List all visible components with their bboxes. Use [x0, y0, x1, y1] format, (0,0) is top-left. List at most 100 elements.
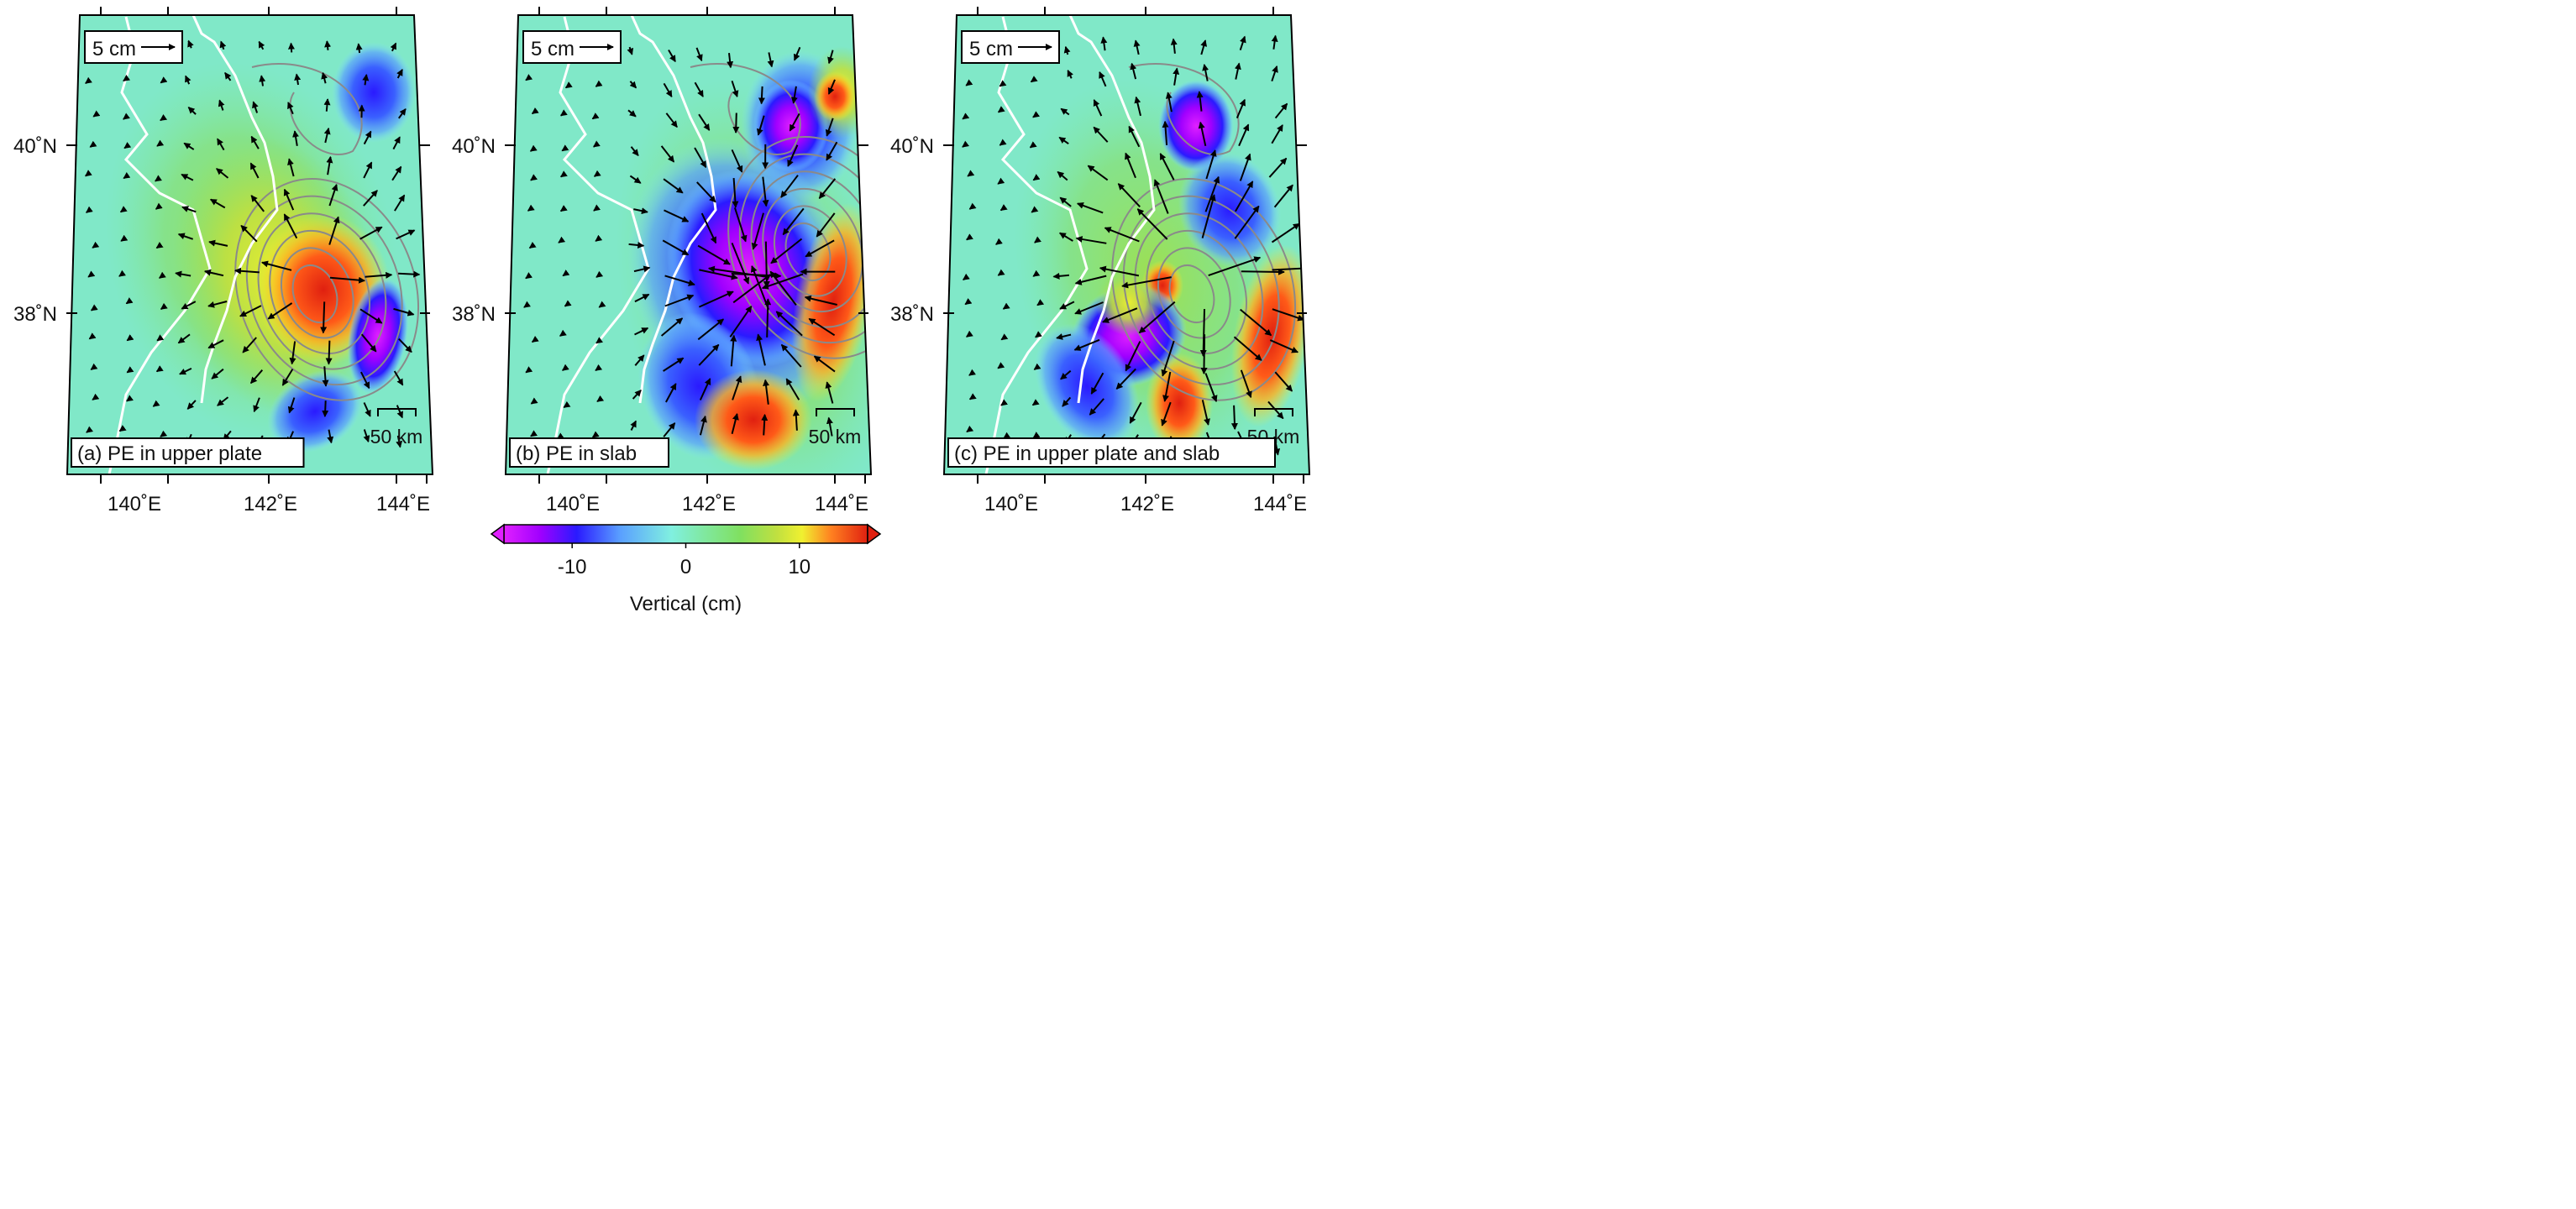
displacement-vector	[697, 244, 731, 265]
displacement-vector	[267, 302, 293, 320]
displacement-vector	[1087, 165, 1109, 181]
vertical-field-patch	[1146, 353, 1213, 453]
displacement-vector	[123, 142, 132, 149]
displacement-vector	[1272, 308, 1305, 322]
displacement-vector	[320, 301, 328, 334]
displacement-vector	[632, 390, 642, 400]
lon-label-144E: 144˚E	[376, 493, 430, 516]
displacement-vector	[391, 165, 402, 181]
displacement-vector	[827, 79, 836, 95]
contour-line	[234, 178, 420, 401]
displacement-vector	[1208, 256, 1262, 277]
displacement-vector	[663, 82, 673, 97]
displacement-vector	[629, 175, 642, 184]
contour-line	[1122, 195, 1280, 386]
displacement-vector	[808, 317, 836, 337]
displacement-vector	[1030, 76, 1038, 83]
displacement-vector	[250, 135, 260, 149]
displacement-vector	[321, 71, 328, 84]
displacement-vector	[634, 293, 650, 303]
displacement-vector	[561, 144, 569, 152]
vertical-field-patch	[695, 369, 812, 470]
displacement-vector	[962, 140, 970, 148]
displacement-vector	[1002, 302, 1010, 310]
displacement-vector	[731, 243, 750, 285]
displacement-vector	[329, 276, 365, 284]
displacement-vector	[630, 420, 637, 431]
displacement-vector	[119, 206, 128, 213]
displacement-vector	[634, 354, 645, 366]
displacement-vector	[160, 114, 168, 122]
displacement-vector	[593, 204, 601, 212]
lat-label-40N: 40˚N	[452, 135, 496, 158]
displacement-vector	[250, 195, 265, 212]
displacement-vector	[1153, 179, 1169, 214]
displacement-vector	[323, 127, 331, 144]
displacement-vector	[698, 113, 711, 131]
displacement-vector	[218, 99, 225, 111]
coastline	[546, 16, 650, 474]
displacement-vector	[695, 47, 703, 62]
displacement-vector	[393, 307, 415, 317]
displacement-vector	[289, 341, 296, 365]
displacement-vector	[732, 375, 742, 400]
contour-lines	[1111, 63, 1297, 401]
lon-label-140E: 140˚E	[108, 493, 161, 516]
displacement-vector	[1271, 34, 1278, 50]
displacement-vector	[181, 206, 197, 213]
colorbar-high-triangle	[867, 523, 882, 545]
vertical-field-patch	[1034, 323, 1140, 449]
displacement-vector	[562, 270, 570, 277]
displacement-vector	[86, 426, 93, 433]
displacement-vector	[762, 176, 769, 207]
displacement-vector	[1133, 39, 1141, 55]
lat-label-40N: 40˚N	[13, 135, 57, 158]
displacement-vector	[997, 177, 1005, 185]
displacement-vectors	[84, 39, 421, 448]
displacement-vector	[595, 270, 604, 278]
displacement-vector	[694, 81, 704, 97]
displacement-vector	[591, 113, 600, 120]
displacement-vector	[663, 178, 684, 194]
displacement-vector	[1130, 62, 1137, 80]
displacement-vector	[217, 138, 225, 151]
displacement-vector	[770, 238, 803, 264]
displacement-vector	[1201, 194, 1216, 238]
displacement-vector	[179, 367, 192, 375]
displacement-vector	[1198, 121, 1207, 147]
displacement-vector	[769, 270, 797, 306]
displacement-vector	[628, 242, 645, 249]
vertical-field-patch	[332, 42, 416, 143]
displacement-vector	[780, 343, 802, 368]
lon-label-144E: 144˚E	[815, 493, 868, 516]
displacement-vector	[663, 422, 676, 437]
displacement-vector	[694, 147, 707, 169]
displacement-vector	[968, 393, 977, 400]
displacement-vector	[1200, 39, 1208, 55]
lon-label-142E: 142˚E	[682, 493, 736, 516]
displacement-vector	[283, 213, 298, 239]
displacement-vector	[665, 383, 677, 403]
displacement-vector	[249, 162, 260, 179]
map-field	[67, 15, 433, 474]
colorbar-tick-label: 0	[680, 556, 691, 578]
colorbar-bar	[503, 524, 868, 544]
displacement-vector	[177, 333, 191, 344]
displacement-vector	[1235, 181, 1254, 212]
displacement-vector	[697, 318, 725, 341]
coastline	[1068, 15, 1156, 404]
lon-label-140E: 140˚E	[546, 493, 600, 516]
displacement-vector	[287, 158, 295, 177]
displacement-vector	[1074, 301, 1104, 315]
displacement-vector	[591, 431, 600, 438]
displacement-vector	[363, 190, 378, 207]
displacement-vector	[793, 46, 801, 61]
displacement-vector	[523, 301, 532, 308]
displacement-vector	[398, 338, 412, 353]
displacement-vector	[761, 413, 769, 436]
displacement-vector	[249, 369, 264, 385]
displacement-vector	[211, 368, 224, 379]
displacement-vector	[698, 290, 734, 308]
